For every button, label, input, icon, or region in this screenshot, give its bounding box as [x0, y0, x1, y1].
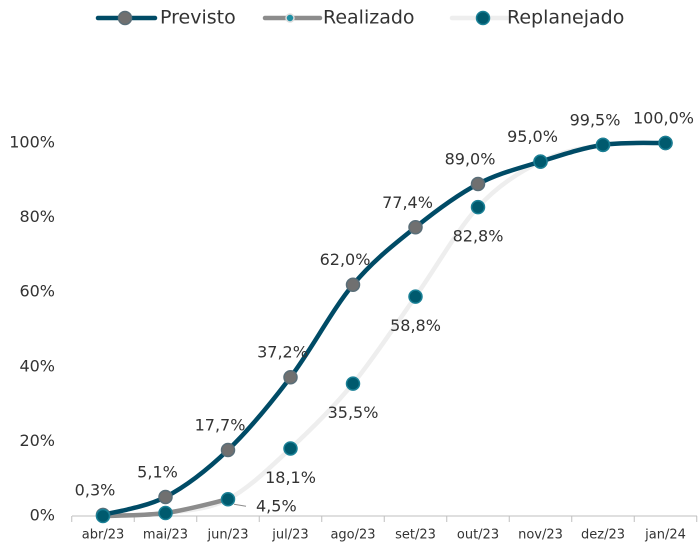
data-label: 0,3%: [75, 480, 116, 499]
data-label: 5,1%: [137, 462, 178, 481]
x-tick-label: out/23: [457, 528, 499, 543]
data-label: 95,0%: [507, 127, 558, 146]
series-line: [100, 140, 668, 518]
data-label: 35,5%: [328, 403, 379, 422]
series-marker: [345, 376, 361, 391]
y-tick-label: 0%: [30, 506, 55, 525]
x-tick-label: set/23: [395, 528, 436, 543]
series-marker: [658, 135, 673, 151]
series-marker: [158, 489, 173, 505]
data-label: 77,4%: [382, 193, 433, 212]
y-tick-label: 100%: [9, 133, 55, 152]
series-marker: [595, 137, 611, 153]
series-marker: [220, 442, 236, 458]
legend-label: Previsto: [160, 7, 236, 29]
series-marker: [95, 508, 111, 524]
data-label: 89,0%: [445, 150, 496, 169]
y-tick-label: 60%: [19, 282, 55, 301]
data-label: 17,7%: [195, 415, 246, 434]
x-tick-label: mai/23: [143, 528, 188, 543]
data-label: 58,8%: [390, 316, 441, 335]
x-tick-label: jun/23: [206, 528, 248, 543]
series-marker: [158, 505, 173, 521]
series-marker: [345, 277, 361, 292]
data-label: 100,0%: [633, 109, 694, 128]
legend-label: Realizado: [323, 7, 415, 29]
x-tick-label: jan/24: [644, 528, 686, 543]
x-tick-label: dez/23: [581, 528, 625, 543]
data-label: 4,5%: [256, 497, 297, 516]
legend-marker: [475, 10, 491, 26]
x-tick-label: jul/23: [271, 528, 308, 543]
data-label: 62,0%: [320, 250, 371, 269]
series-marker: [220, 491, 236, 507]
x-tick-label: ago/23: [330, 528, 375, 543]
data-label: 99,5%: [570, 110, 621, 129]
y-tick-label: 80%: [19, 207, 55, 226]
series-marker: [533, 154, 548, 169]
x-tick-label: abr/23: [82, 528, 125, 543]
legend-marker: [117, 10, 133, 26]
leader-line: [233, 503, 247, 507]
legend-label: Replanejado: [507, 7, 624, 29]
series-marker: [283, 441, 298, 456]
series-marker: [408, 220, 423, 235]
series-marker: [283, 369, 298, 385]
series-marker: [408, 289, 423, 304]
data-label: 18,1%: [265, 468, 316, 487]
y-tick-label: 20%: [19, 431, 55, 450]
y-tick-label: 40%: [19, 356, 55, 375]
series-marker: [470, 199, 486, 215]
legend-marker: [285, 13, 295, 23]
x-tick-label: nov/23: [518, 528, 563, 543]
data-label: 37,2%: [257, 343, 308, 362]
series-marker: [470, 176, 486, 192]
data-label: 82,8%: [453, 227, 504, 246]
